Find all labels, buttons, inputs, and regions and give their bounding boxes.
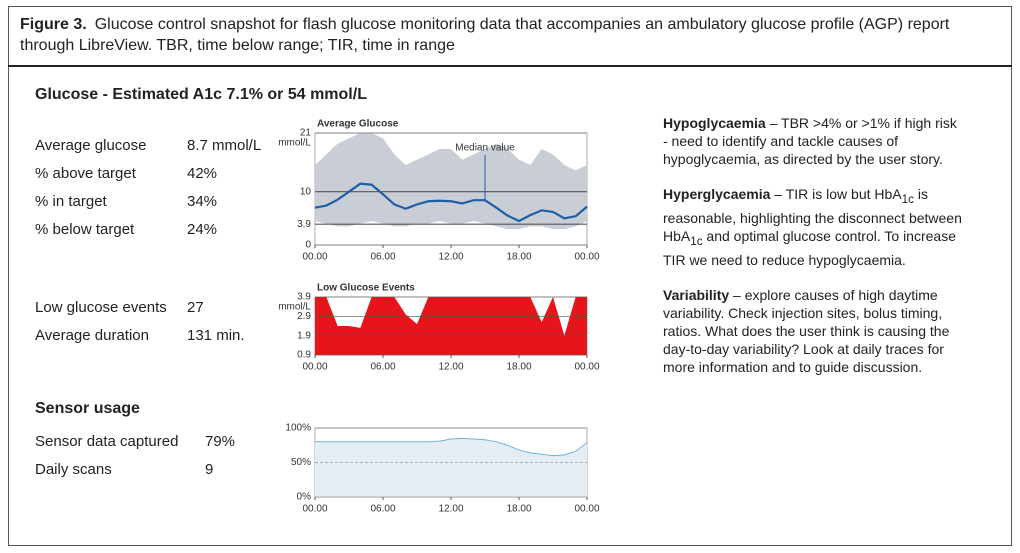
- note-title: Hypoglycaemia: [663, 115, 766, 131]
- stat-label: Daily scans: [35, 461, 112, 478]
- note: Hypoglycaemia – TBR >4% or >1% if high r…: [663, 114, 963, 168]
- note-title: Variability: [663, 286, 730, 303]
- x-tick-label: 00.00: [574, 252, 599, 263]
- low-event-stats: Low glucose events 27 Average duration 131 …: [35, 294, 245, 350]
- y-tick-label: 100%: [285, 423, 311, 434]
- x-tick-label: 06.00: [370, 362, 395, 373]
- y-tick-label: 10: [300, 186, 312, 197]
- annotation: Median value: [455, 143, 515, 154]
- y-tick-label: 1.9: [297, 330, 311, 341]
- low-glucose-area: [315, 297, 587, 355]
- sensor-heading: Sensor usage: [35, 400, 140, 417]
- stat-row: Sensor data captured 79%: [35, 428, 235, 456]
- x-tick-label: 06.00: [370, 252, 395, 263]
- stat-row: Low glucose events 27: [35, 294, 245, 322]
- figure-frame: [8, 6, 1012, 546]
- x-tick-label: 18.00: [506, 252, 531, 263]
- note-text: is reasonable, highlighting the disconne…: [663, 186, 962, 244]
- x-tick-label: 18.00: [506, 504, 531, 515]
- x-tick-label: 00.00: [574, 362, 599, 373]
- stat-value: 24%: [187, 221, 218, 238]
- note: Variability – explore causes of high day…: [663, 286, 963, 376]
- y-tick-label: 21: [300, 128, 312, 139]
- note-text: – TBR >4% or >1% if high risk - need to …: [663, 115, 957, 167]
- stat-label: % above target: [35, 165, 136, 182]
- y-tick-label: 2.9: [297, 311, 311, 322]
- y-tick-label: 0: [305, 240, 311, 251]
- caption: Figure 3. Glucose control snapshot for fl…: [20, 14, 1000, 56]
- stat-value: 34%: [187, 193, 218, 210]
- stat-label: Average glucose: [35, 137, 147, 154]
- stat-row: % in target 34%: [35, 188, 261, 216]
- y-tick-label: 50%: [291, 457, 311, 468]
- caption-rule: [8, 65, 1012, 67]
- note: Hyperglycaemia – TIR is low but HbA1c is…: [663, 185, 963, 269]
- stat-label: Average duration: [35, 327, 149, 344]
- x-tick-label: 00.00: [302, 362, 327, 373]
- stat-row: Daily scans 9: [35, 456, 235, 484]
- stat-value: 27: [187, 299, 204, 316]
- stat-label: Sensor data captured: [35, 433, 179, 450]
- note-title: Hyperglycaemia: [663, 186, 771, 202]
- stat-label: Low glucose events: [35, 299, 167, 316]
- stat-value: 9: [205, 461, 214, 478]
- stat-value: 79%: [205, 433, 236, 450]
- x-tick-label: 00.00: [574, 504, 599, 515]
- note-text: – explore causes of high daytime variabi…: [663, 286, 950, 375]
- stat-row: % above target 42%: [35, 160, 261, 188]
- y-tick-label: 3.9: [297, 219, 311, 230]
- x-tick-label: 18.00: [506, 362, 531, 373]
- unit-label: mmol/L: [278, 302, 311, 313]
- notes: Hypoglycaemia – TBR >4% or >1% if high r…: [663, 114, 963, 393]
- x-tick-label: 06.00: [370, 504, 395, 515]
- x-tick-label: 12.00: [438, 252, 463, 263]
- caption-label: Figure 3.: [20, 16, 87, 33]
- usage-area: [315, 438, 587, 497]
- x-tick-label: 00.00: [302, 252, 327, 263]
- glucose-heading: Glucose - Estimated A1c 7.1% or 54 mmol/…: [35, 86, 367, 103]
- median-line: [315, 437, 588, 457]
- sensor-stats: Sensor data captured 79% Daily scans 9: [35, 428, 235, 484]
- x-tick-label: 00.00: [302, 504, 327, 515]
- stat-label: % below target: [35, 221, 135, 238]
- stat-label: % in target: [35, 193, 107, 210]
- note-text: and optimal glucose control. To increase…: [663, 227, 956, 268]
- x-tick-label: 12.00: [438, 362, 463, 373]
- chart-title: Average Glucose: [317, 119, 399, 130]
- note-subscript: 1c: [901, 192, 914, 206]
- stat-row: Average glucose 8.7 mmol/L: [35, 132, 261, 160]
- glucose-stats: Average glucose 8.7 mmol/L % above target 4…: [35, 132, 261, 244]
- chart-title: Low Glucose Events: [317, 283, 415, 294]
- stat-row: Average duration 131 min.: [35, 322, 245, 350]
- y-tick-label: 0.9: [297, 350, 311, 361]
- note-text: – TIR is low but HbA: [770, 186, 902, 202]
- y-tick-label: 0%: [297, 492, 312, 503]
- stat-value: 131 min.: [187, 327, 245, 344]
- stat-row: % below target 24%: [35, 216, 261, 244]
- note-subscript: 1c: [690, 234, 703, 248]
- unit-label: mmol/L: [278, 138, 311, 149]
- y-tick-label: 3.9: [297, 292, 311, 303]
- stat-value: 8.7 mmol/L: [187, 137, 262, 154]
- caption-text: Glucose control snapshot for flash gluco…: [20, 16, 950, 54]
- percentile-band: [315, 133, 587, 229]
- stat-value: 42%: [187, 165, 218, 182]
- x-tick-label: 12.00: [438, 504, 463, 515]
- median-line: [314, 182, 588, 223]
